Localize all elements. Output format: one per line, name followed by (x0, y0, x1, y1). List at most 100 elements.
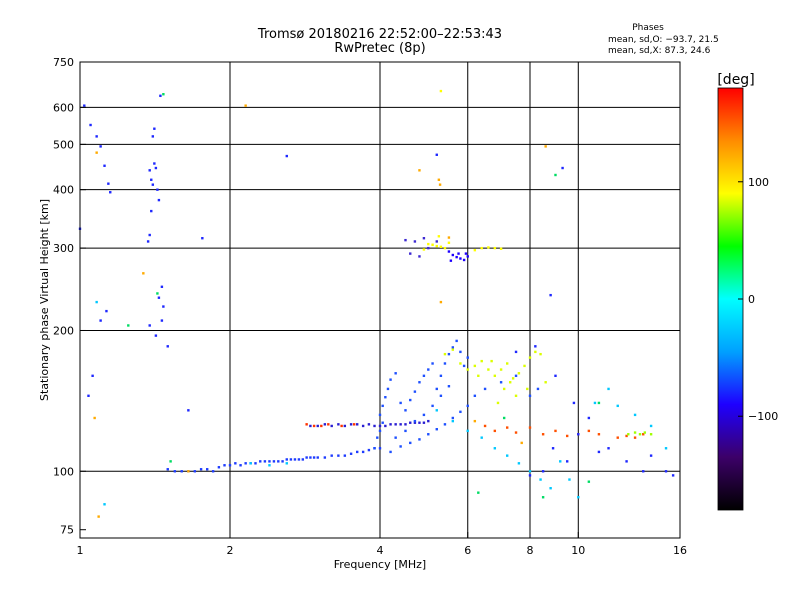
data-point (577, 496, 580, 499)
data-point (201, 237, 204, 240)
data-point (89, 123, 92, 127)
data-point (148, 169, 151, 172)
data-point (409, 252, 412, 255)
phase-stats-heading: Phases (632, 23, 664, 33)
x-tick-label: 6 (464, 544, 471, 557)
data-point (340, 424, 343, 428)
data-point (455, 255, 458, 259)
data-point (480, 246, 483, 250)
data-point (293, 458, 297, 461)
data-point (95, 135, 98, 138)
data-point (447, 250, 451, 253)
data-point (642, 470, 645, 473)
colorbar-tick-label: −100 (748, 410, 778, 423)
data-point (572, 401, 576, 405)
data-point (587, 416, 591, 420)
data-point (554, 173, 557, 177)
data-point (217, 466, 221, 469)
data-point (160, 319, 164, 322)
data-point (343, 454, 347, 457)
data-point (211, 470, 215, 473)
data-point (514, 374, 518, 378)
x-axis-label: Frequency [MHz] (334, 558, 426, 571)
data-point (254, 462, 257, 465)
data-point (561, 166, 564, 170)
data-point (439, 89, 443, 93)
colorbar-label: [deg] (717, 72, 754, 88)
data-point (431, 404, 434, 408)
data-point (435, 387, 438, 391)
data-point (239, 464, 242, 467)
data-point (289, 458, 293, 461)
y-tick-label: 100 (53, 465, 74, 478)
data-point (142, 272, 145, 275)
data-point (422, 237, 426, 240)
data-point (381, 404, 384, 408)
data-point (671, 474, 675, 477)
data-point (664, 447, 668, 450)
data-point (439, 300, 443, 304)
data-point (91, 374, 94, 378)
data-point (523, 364, 526, 368)
data-point (568, 478, 571, 481)
data-point (427, 419, 430, 423)
data-point (539, 352, 542, 356)
data-point (517, 372, 521, 375)
data-point (625, 460, 628, 463)
data-point (97, 515, 100, 518)
data-point (447, 236, 451, 239)
data-point (431, 362, 434, 365)
data-point (559, 460, 562, 463)
data-point (156, 292, 159, 295)
data-point (228, 464, 232, 467)
data-point (437, 235, 441, 238)
colorbar-ticks: 100 0 −100 (738, 176, 778, 423)
data-point (627, 433, 630, 436)
data-point (649, 433, 653, 436)
data-point (455, 339, 458, 343)
data-point (466, 368, 469, 371)
data-point (373, 424, 376, 428)
data-point (447, 352, 451, 356)
data-point (103, 503, 106, 506)
data-point (349, 452, 353, 455)
data-point (642, 433, 645, 436)
data-point (473, 394, 477, 398)
data-point (323, 456, 327, 459)
data-point (643, 431, 647, 434)
data-point (616, 404, 619, 408)
data-point (443, 423, 447, 426)
data-point (587, 429, 591, 433)
data-point (148, 324, 151, 327)
data-point (404, 429, 407, 433)
data-point (352, 423, 356, 426)
data-point (305, 456, 308, 459)
data-point (330, 454, 333, 457)
data-point (153, 127, 156, 130)
data-point (499, 368, 503, 371)
data-point (449, 259, 453, 262)
data-point (616, 436, 619, 439)
colorbar-tick-label: 100 (748, 176, 769, 189)
data-point (277, 460, 280, 463)
data-point (528, 470, 532, 473)
data-point (361, 450, 365, 454)
data-point (83, 104, 86, 107)
data-point (431, 243, 434, 246)
data-point (199, 468, 203, 471)
data-point (473, 419, 477, 423)
data-point (499, 247, 503, 250)
data-point (534, 345, 537, 348)
data-point (462, 258, 466, 262)
data-point (487, 246, 490, 249)
data-point (361, 424, 365, 428)
data-point (459, 410, 462, 414)
data-point (664, 470, 668, 473)
data-point (173, 470, 177, 473)
data-point (554, 429, 557, 433)
data-point (193, 470, 197, 473)
data-point (597, 401, 601, 405)
data-point (389, 378, 392, 381)
data-point (418, 169, 421, 172)
